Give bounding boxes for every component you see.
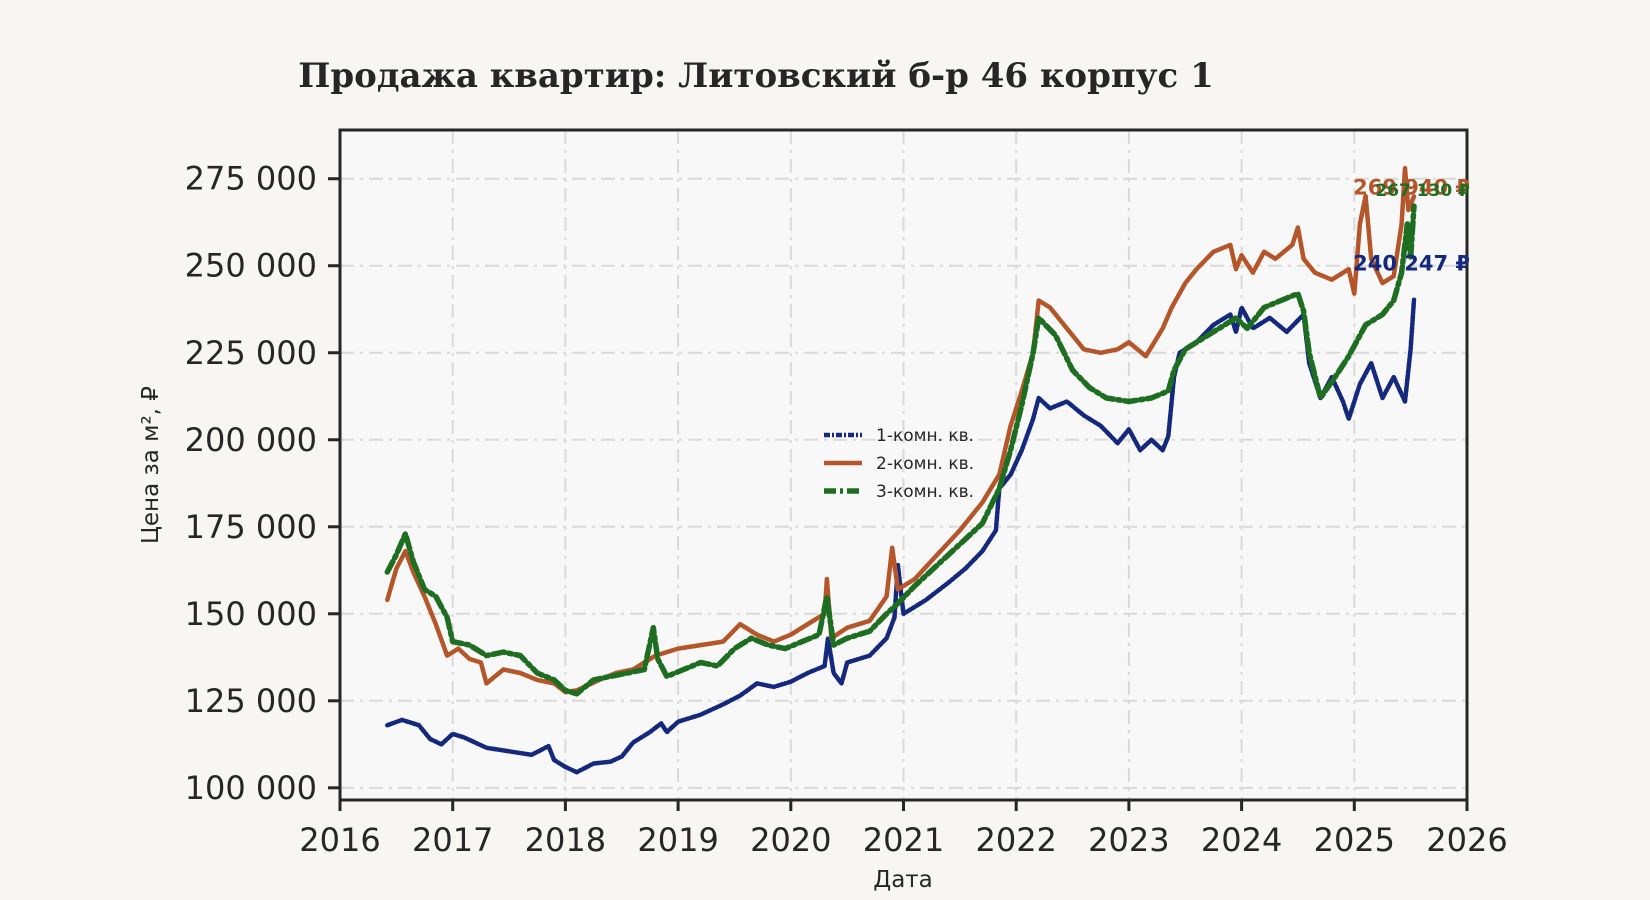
y-tick-label: 200 000 bbox=[185, 421, 317, 459]
x-tick-label: 2020 bbox=[750, 821, 831, 859]
series-line-1 bbox=[385, 297, 1417, 775]
x-tick-label: 2019 bbox=[637, 821, 718, 859]
legend: 1-комн. кв. 2-комн. кв. 3-комн. кв. bbox=[824, 426, 974, 502]
x-tick-label: 2018 bbox=[525, 821, 606, 859]
x-tick-label: 2023 bbox=[1088, 821, 1169, 859]
legend-label-3: 3-комн. кв. bbox=[876, 482, 974, 502]
series-layer bbox=[384, 166, 1417, 775]
chart-title: Продажа квартир: Литовский б-р 46 корпус… bbox=[298, 56, 1213, 96]
end-label-1: 240 247 ₽ bbox=[1353, 251, 1470, 275]
x-axis-label: Дата bbox=[873, 867, 933, 893]
end-label-2: 269 940 ₽ bbox=[1353, 175, 1470, 199]
y-tick-label: 275 000 bbox=[185, 160, 317, 198]
x-tick-label: 2021 bbox=[863, 821, 944, 859]
y-axis: 100 000 125 000 150 000 175 000 200 000 225 0… bbox=[185, 160, 340, 807]
y-tick-label: 150 000 bbox=[185, 595, 317, 633]
x-tick-label: 2022 bbox=[975, 821, 1056, 859]
x-tick-label: 2016 bbox=[299, 821, 380, 859]
legend-label-2: 2-комн. кв. bbox=[876, 454, 974, 474]
x-tick-label: 2024 bbox=[1201, 821, 1282, 859]
legend-label-1: 1-комн. кв. bbox=[876, 426, 974, 446]
end-label-3: 267 130 ₽ bbox=[1375, 181, 1470, 201]
y-tick-label: 225 000 bbox=[185, 334, 317, 372]
x-tick-label: 2017 bbox=[412, 821, 493, 859]
x-tick-label: 2026 bbox=[1426, 821, 1507, 859]
x-tick-label: 2025 bbox=[1314, 821, 1395, 859]
y-axis-label: Цена за м², ₽ bbox=[138, 386, 164, 544]
y-tick-label: 125 000 bbox=[185, 682, 317, 720]
y-tick-label: 100 000 bbox=[185, 769, 317, 807]
y-tick-label: 175 000 bbox=[185, 508, 317, 546]
series-line-2 bbox=[385, 166, 1417, 695]
x-axis: 2016 2017 2018 2019 2020 2021 2022 2023 2024 2025… bbox=[299, 800, 1508, 859]
y-tick-label: 250 000 bbox=[185, 247, 317, 285]
series-line-3 bbox=[384, 203, 1417, 697]
grid bbox=[339, 130, 1468, 800]
end-labels: 240 247 ₽ 269 940 ₽267 130 ₽ bbox=[1353, 175, 1470, 275]
